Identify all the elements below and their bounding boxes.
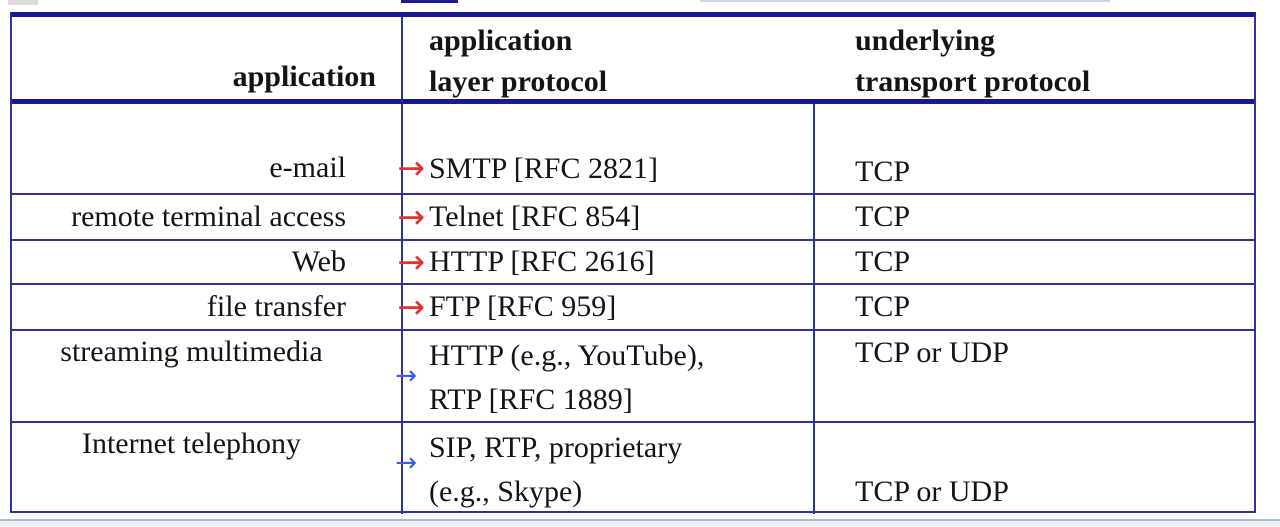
app-cell: e-mail → bbox=[12, 104, 425, 193]
protocol-label-line2: (e.g., Skype) bbox=[429, 475, 583, 508]
app-cell: Internet telephony → bbox=[12, 423, 417, 514]
app-cell: file transfer → bbox=[12, 285, 425, 329]
protocol-label: SMTP [RFC 2821] bbox=[429, 152, 658, 185]
header-app-layer-protocol: application layer protocol bbox=[403, 17, 815, 102]
transport-cell: TCP bbox=[815, 241, 1254, 283]
flow-arrow-icon: → bbox=[397, 148, 425, 187]
app-label: Internet telephony bbox=[81, 427, 302, 460]
flow-arrow-icon: → bbox=[397, 286, 425, 326]
transport-cell: TCP bbox=[815, 285, 1254, 329]
protocol-label: Telnet [RFC 854] bbox=[429, 200, 641, 233]
app-cell: Web → bbox=[12, 241, 425, 283]
flow-arrow-icon: → bbox=[397, 196, 425, 236]
app-label: e-mail bbox=[269, 151, 346, 184]
cropped-text-artifact bbox=[700, 0, 1110, 2]
table-row-email: e-mail → SMTP [RFC 2821] TCP bbox=[12, 104, 1254, 195]
header-application-label: application bbox=[232, 60, 376, 93]
header-application: application bbox=[12, 17, 403, 102]
protocol-cell: HTTP (e.g., YouTube), RTP [RFC 1889] bbox=[403, 331, 815, 422]
transport-label: TCP bbox=[855, 245, 911, 278]
protocol-label: FTP [RFC 959] bbox=[429, 290, 617, 323]
protocol-cell: FTP [RFC 959] bbox=[403, 285, 815, 329]
table-row-streaming-multimedia: streaming multimedia → HTTP (e.g., YouTu… bbox=[12, 331, 1254, 423]
header-app-layer-protocol-line1: application bbox=[429, 24, 573, 57]
flow-arrow-icon: → bbox=[397, 241, 425, 281]
header-transport-protocol-line2: transport protocol bbox=[855, 65, 1091, 98]
table-row-internet-telephony: Internet telephony → SIP, RTP, proprieta… bbox=[12, 423, 1254, 514]
protocol-cell: SMTP [RFC 2821] bbox=[403, 104, 815, 193]
transport-cell: TCP or UDP bbox=[815, 423, 1254, 514]
flow-arrow-icon: → bbox=[395, 448, 417, 478]
cropped-text-artifact bbox=[401, 0, 458, 3]
transport-cell: TCP bbox=[815, 104, 1254, 193]
transport-label: TCP bbox=[855, 290, 911, 323]
app-cell: remote terminal access → bbox=[12, 195, 425, 239]
transport-label: TCP or UDP bbox=[855, 475, 1009, 508]
protocol-label-line2: RTP [RFC 1889] bbox=[429, 383, 633, 416]
table-row-file-transfer: file transfer → FTP [RFC 959] TCP bbox=[12, 285, 1254, 331]
flow-arrow-icon: → bbox=[395, 361, 417, 391]
protocol-label-line1: SIP, RTP, proprietary bbox=[429, 431, 683, 464]
protocol-label: HTTP [RFC 2616] bbox=[429, 245, 655, 278]
protocol-table: application application layer protocol u… bbox=[10, 12, 1256, 514]
app-cell: streaming multimedia → bbox=[12, 331, 417, 422]
protocol-cell: Telnet [RFC 854] bbox=[403, 195, 815, 239]
transport-label: TCP or UDP bbox=[855, 336, 1009, 369]
app-label: Web bbox=[291, 245, 346, 278]
protocol-cell: HTTP [RFC 2616] bbox=[403, 241, 815, 283]
slide-bottom-band bbox=[0, 519, 1280, 527]
protocol-label-line1: HTTP (e.g., YouTube), bbox=[429, 339, 705, 372]
transport-label: TCP bbox=[855, 155, 911, 188]
header-transport-protocol-line1: underlying bbox=[855, 24, 996, 57]
transport-label: TCP bbox=[855, 200, 911, 233]
table-row-web: Web → HTTP [RFC 2616] TCP bbox=[12, 241, 1254, 285]
app-label: streaming multimedia bbox=[60, 335, 323, 368]
app-label: remote terminal access bbox=[71, 200, 346, 233]
header-app-layer-protocol-line2: layer protocol bbox=[429, 65, 608, 98]
transport-cell: TCP or UDP bbox=[815, 331, 1254, 422]
protocol-cell: SIP, RTP, proprietary (e.g., Skype) bbox=[403, 423, 815, 514]
transport-cell: TCP bbox=[815, 195, 1254, 239]
table-header-row: application application layer protocol u… bbox=[12, 17, 1254, 104]
app-label: file transfer bbox=[206, 290, 346, 323]
table-row-remote-terminal: remote terminal access → Telnet [RFC 854… bbox=[12, 195, 1254, 241]
cropped-text-artifact bbox=[8, 0, 38, 5]
header-transport-protocol: underlying transport protocol bbox=[815, 17, 1254, 102]
